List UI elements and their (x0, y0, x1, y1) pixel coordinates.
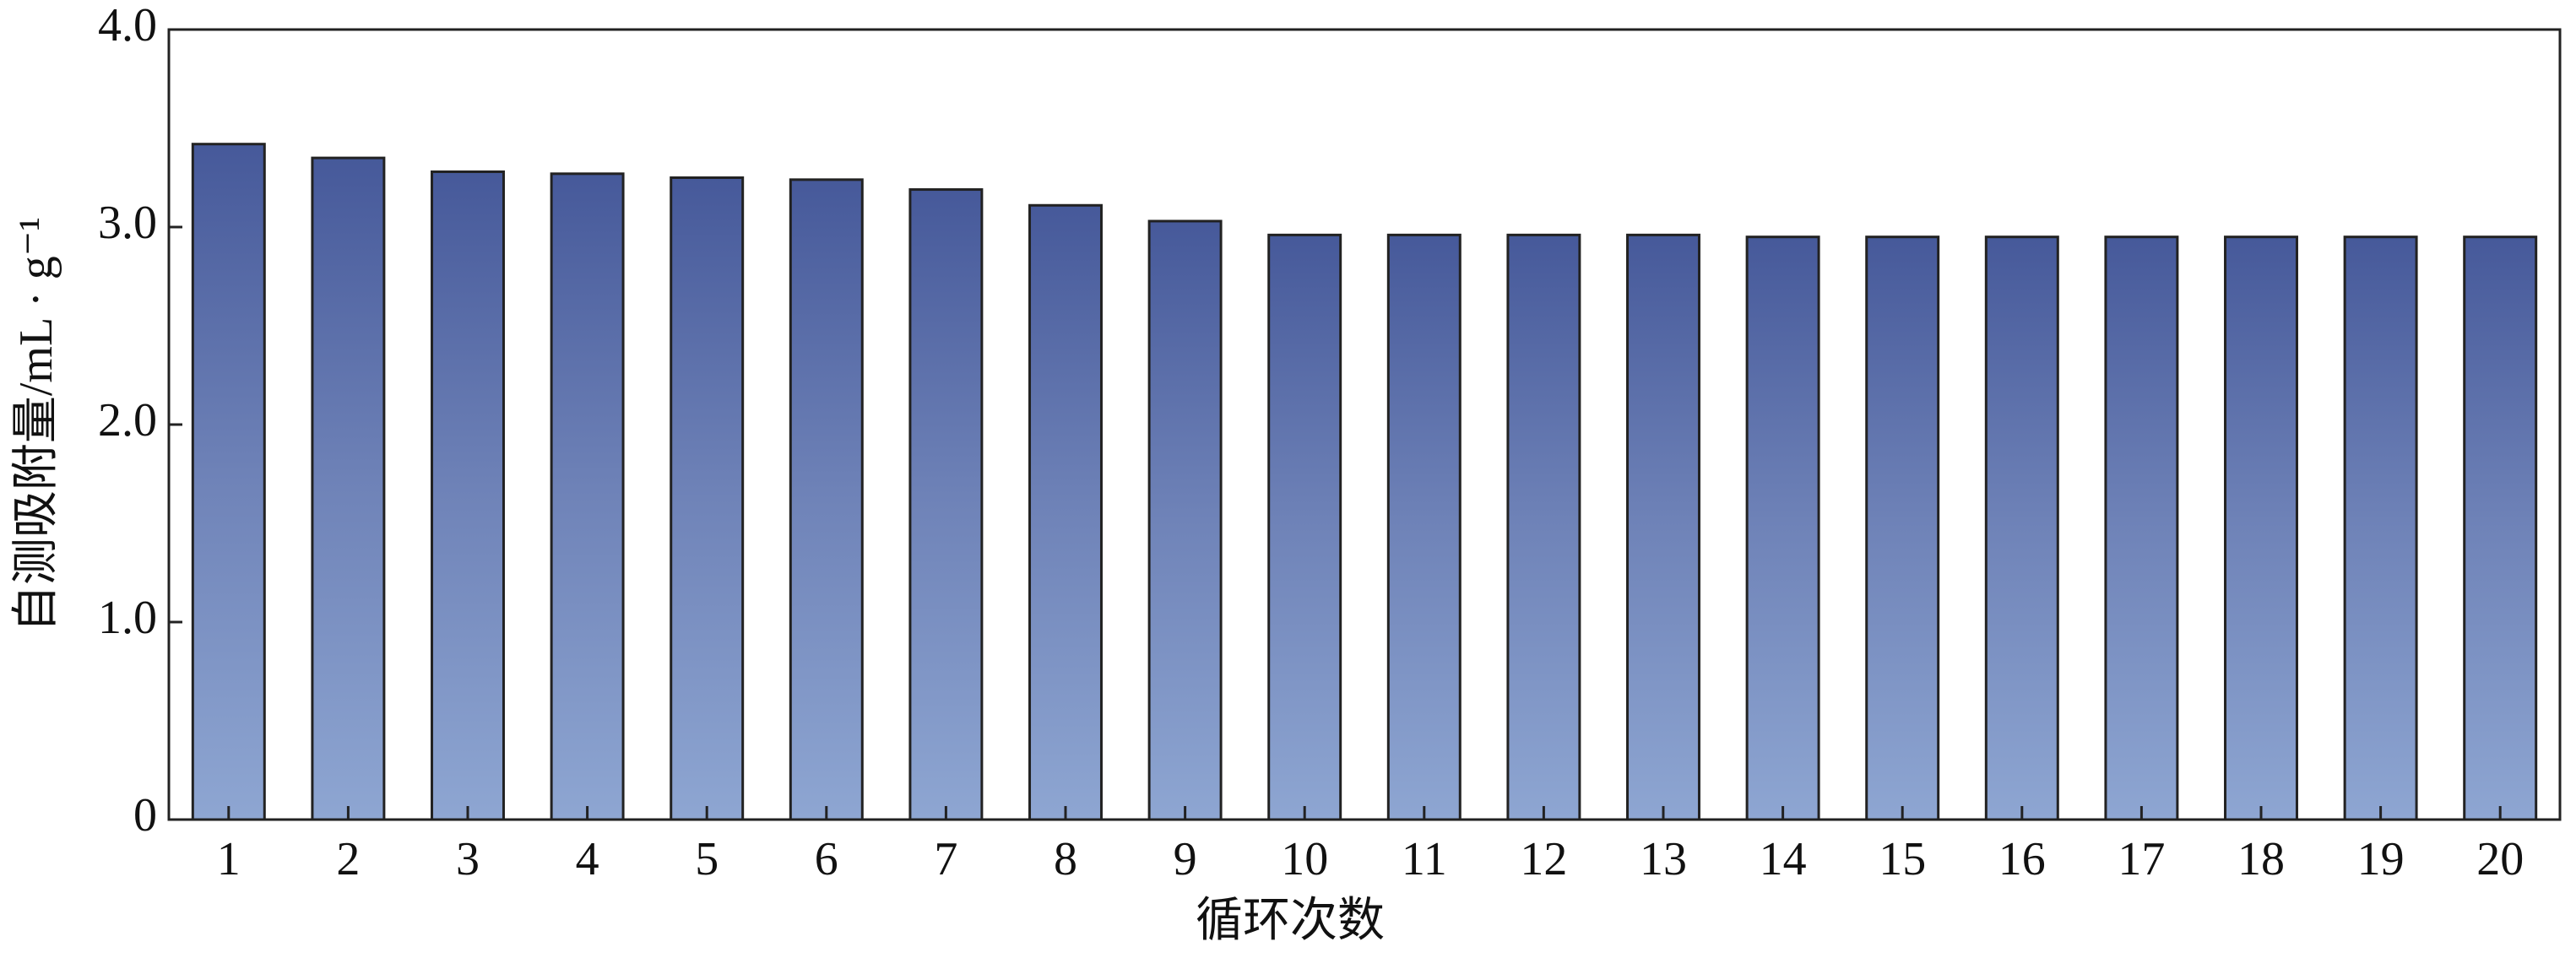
x-tick-label: 18 (2237, 833, 2285, 885)
bar (1028, 203, 1103, 821)
x-tick-label: 6 (815, 833, 838, 885)
x-tick-label: 5 (695, 833, 719, 885)
bar (1267, 233, 1342, 821)
x-tick-label: 15 (1879, 833, 1926, 885)
plot-frame (167, 28, 2562, 821)
x-tick-label: 16 (1998, 833, 2046, 885)
x-tick-label: 9 (1174, 833, 1197, 885)
x-tick-label: 8 (1054, 833, 1077, 885)
x-axis-title: 循环次数 (1196, 895, 1385, 947)
y-axis-title: 自测吸附量/mL · g⁻¹ (10, 217, 62, 632)
x-tick-label: 7 (934, 833, 957, 885)
x-tick-label: 12 (1520, 833, 1567, 885)
bar (1626, 233, 1700, 821)
bar (1506, 233, 1581, 821)
x-tick-label: 20 (2476, 833, 2524, 885)
x-tick-label: 2 (336, 833, 360, 885)
x-tick-label: 14 (1760, 833, 1807, 885)
bar (311, 156, 386, 821)
bar (1147, 219, 1223, 821)
bar (908, 188, 984, 821)
y-tick-label: 3.0 (98, 197, 157, 249)
x-tick-label: 1 (217, 833, 241, 885)
x-tick-label: 13 (1640, 833, 1687, 885)
x-tick-label: 11 (1402, 833, 1447, 885)
x-tick-label: 10 (1281, 833, 1328, 885)
bar (1745, 235, 1820, 821)
bar (1386, 233, 1462, 821)
bar (1865, 235, 1940, 821)
bar (431, 170, 505, 821)
bar (191, 143, 266, 821)
bar (2463, 235, 2538, 821)
bar (670, 176, 745, 821)
bar (2343, 235, 2418, 821)
y-tick-label: 1.0 (98, 592, 157, 644)
x-tick-label: 17 (2118, 833, 2165, 885)
y-tick-label: 4.0 (98, 0, 157, 51)
bar (550, 172, 625, 821)
x-tick-label: 3 (456, 833, 480, 885)
y-tick-label: 2.0 (98, 394, 157, 447)
y-tick-label: 0 (133, 789, 157, 842)
bar (2224, 235, 2298, 821)
bar (789, 178, 864, 821)
x-tick-label: 4 (576, 833, 599, 885)
bar (1984, 235, 2059, 821)
x-tick-label: 19 (2357, 833, 2405, 885)
bar (2104, 235, 2179, 821)
